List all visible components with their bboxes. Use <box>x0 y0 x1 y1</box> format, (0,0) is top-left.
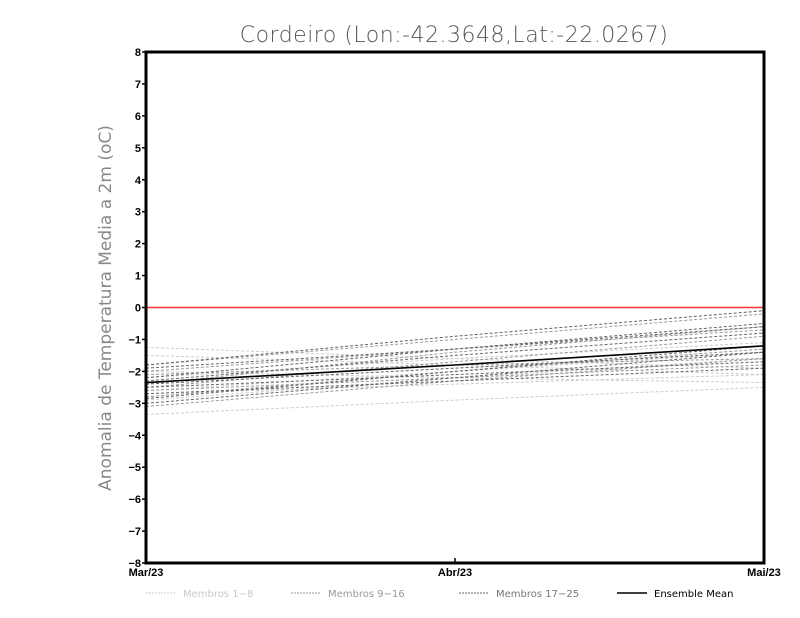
y-axis-label: Anomalia de Temperatura Media a 2m (oC) <box>96 125 116 491</box>
x-tick-label: Abr/23 <box>438 567 472 579</box>
y-tick-label: −1 <box>128 334 141 346</box>
y-tick-label: 2 <box>135 239 141 251</box>
member-line-7 <box>145 342 765 379</box>
x-ticks: Mar/23 Abr/23 Mai/23 <box>129 558 781 579</box>
member-line-3 <box>145 386 765 415</box>
member-line-6 <box>145 358 765 401</box>
y-tick-label: 0 <box>135 303 141 315</box>
y-tick-label: −7 <box>128 526 141 538</box>
member-line-17 <box>145 310 765 366</box>
y-tick-label: −5 <box>128 462 141 474</box>
legend: Membros 1−8 Membros 9−16 Membros 17−25 Ense… <box>146 589 733 600</box>
member-line-10 <box>145 326 765 385</box>
y-tick-label: 1 <box>135 271 141 283</box>
member-line-14 <box>145 335 765 388</box>
member-line-15 <box>145 329 765 372</box>
y-tick-label: 4 <box>135 175 142 187</box>
member-line-20 <box>145 367 765 395</box>
y-tick-label: 7 <box>135 79 141 91</box>
member-line-21 <box>145 351 765 404</box>
member-line-22 <box>145 332 765 382</box>
y-tick-label: −4 <box>128 430 141 442</box>
x-tick-label: Mar/23 <box>129 567 164 579</box>
y-tick-label: −3 <box>128 398 141 410</box>
legend-label: Ensemble Mean <box>654 589 733 600</box>
member-line-9 <box>145 313 765 366</box>
member-line-19 <box>145 351 765 385</box>
y-tick-label: −8 <box>128 558 141 570</box>
member-line-25 <box>145 326 765 369</box>
member-line-4 <box>145 370 765 384</box>
y-tick-label: −6 <box>128 494 141 506</box>
ensemble-mean-line <box>145 345 765 384</box>
y-tick-label: −2 <box>128 366 141 378</box>
member-line-2 <box>145 354 765 376</box>
series-lines <box>145 310 765 415</box>
y-tick-label: 3 <box>135 207 141 219</box>
x-tick-label: Mai/23 <box>747 567 781 579</box>
member-line-18 <box>145 322 765 379</box>
member-line-5 <box>145 351 765 392</box>
y-ticks: −8 −7 −6 −5 −4 −3 −2 −1 0 1 2 3 4 5 6 7 8 <box>128 47 146 570</box>
y-tick-label: 6 <box>135 111 141 123</box>
legend-label: Membros 17−25 <box>496 589 579 600</box>
chart-title: Cordeiro (Lon:-42.3648,Lat:-22.0267) <box>240 23 669 48</box>
y-tick-label: 5 <box>135 143 141 155</box>
y-tick-label: 8 <box>135 47 141 59</box>
member-line-8 <box>145 374 765 395</box>
legend-label: Membros 1−8 <box>183 589 253 600</box>
member-line-24 <box>145 345 765 400</box>
member-line-16 <box>145 364 765 392</box>
member-line-23 <box>145 361 765 388</box>
legend-label: Membros 9−16 <box>328 589 405 600</box>
